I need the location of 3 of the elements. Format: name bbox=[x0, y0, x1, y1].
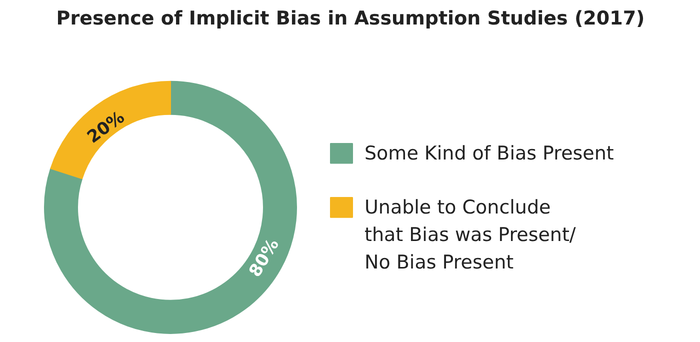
chart-title: Presence of Implicit Bias in Assumption Studies (2017) bbox=[56, 8, 645, 30]
legend-label: Unable to Conclude that Bias was Present/ No Bias Present bbox=[364, 196, 576, 274]
legend-label: Some Kind of Bias Present bbox=[364, 142, 614, 165]
